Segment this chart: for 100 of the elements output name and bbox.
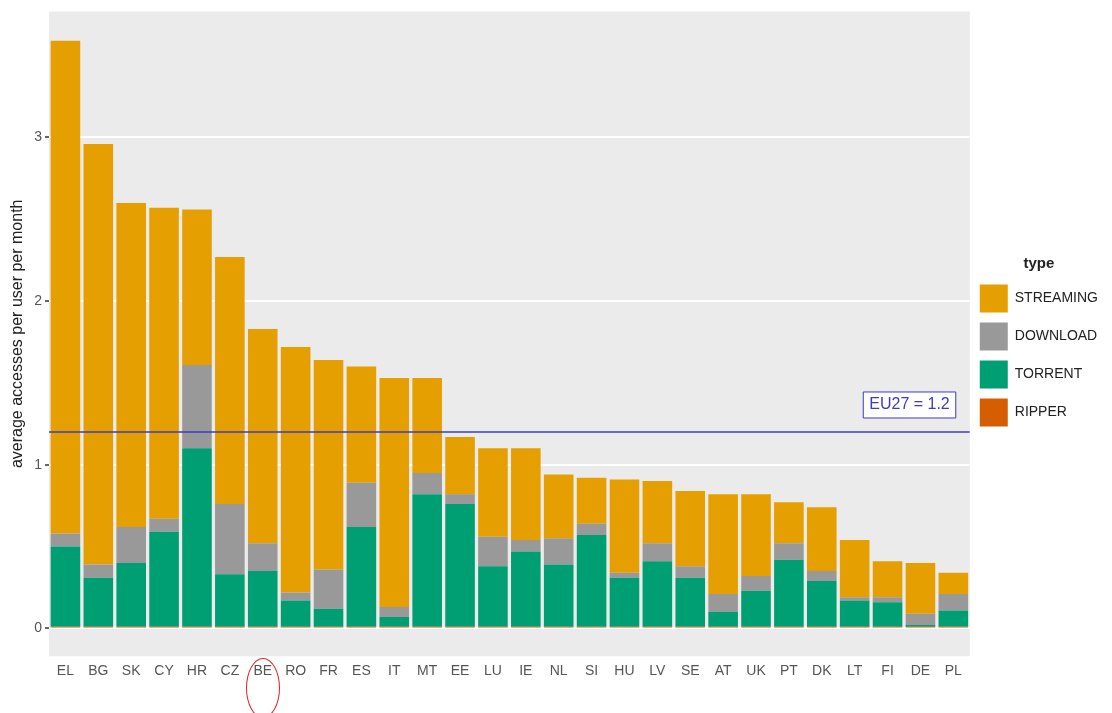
bar (445, 504, 475, 627)
bar (675, 566, 706, 578)
bar (379, 377, 410, 608)
bar (839, 600, 870, 627)
x-tick-label: DK (812, 662, 833, 679)
bar (872, 602, 903, 627)
legend-label: DOWNLOAD (1014, 327, 1098, 344)
bar (872, 597, 903, 603)
x-tick-label: LU (483, 662, 502, 679)
bar (741, 590, 771, 627)
bar (346, 526, 377, 627)
x-tick-label: SK (121, 662, 142, 679)
ref-line-label: EU27 = 1.2 (869, 395, 950, 413)
bar (642, 481, 673, 544)
y-tick-label: 3 (34, 128, 43, 145)
y-tick-label: 0 (34, 619, 43, 636)
bar (675, 490, 706, 567)
bar (313, 608, 344, 627)
bar (445, 494, 475, 504)
bar (247, 571, 278, 627)
bar (511, 448, 541, 541)
bar (774, 559, 804, 627)
bar (412, 377, 442, 473)
x-tick-label: SE (680, 662, 700, 679)
x-tick-label: ES (352, 662, 371, 679)
bar (774, 502, 804, 544)
y-axis-title: average accesses per user per month (8, 199, 26, 469)
bar (478, 536, 508, 567)
bar (149, 531, 179, 627)
bar (280, 346, 311, 593)
x-tick-label: UK (746, 662, 767, 679)
x-tick-label: MT (417, 662, 438, 679)
bar (806, 580, 837, 627)
x-tick-label: IE (519, 662, 533, 679)
bar (642, 561, 673, 627)
bar (379, 616, 410, 627)
x-tick-label: FR (319, 662, 338, 679)
x-tick-label: IT (388, 662, 401, 679)
x-tick-label: BE (253, 662, 273, 679)
x-tick-label: HU (614, 662, 635, 679)
x-tick-label: CZ (220, 662, 240, 679)
bar (83, 143, 114, 565)
bar (116, 202, 146, 527)
bar (839, 540, 870, 598)
x-tick-label: DE (910, 662, 931, 679)
bar (708, 612, 738, 627)
bar (445, 436, 475, 495)
x-tick-label: BG (88, 662, 109, 679)
x-tick-label: PL (944, 662, 963, 679)
bar (609, 479, 640, 573)
legend-label: TORRENT (1014, 365, 1083, 382)
legend-label: STREAMING (1014, 289, 1099, 306)
x-tick-label: CY (154, 662, 175, 679)
bar (149, 207, 179, 519)
bar (543, 474, 574, 539)
bar (313, 359, 344, 570)
bar (576, 535, 607, 627)
y-tick-label: 2 (34, 291, 43, 308)
bar (642, 543, 673, 562)
bar (280, 592, 311, 601)
bar (247, 328, 278, 544)
bar (774, 543, 804, 560)
bar (675, 577, 706, 627)
bar (182, 209, 212, 365)
legend-label: RIPPER (1014, 403, 1067, 420)
bar (478, 566, 508, 627)
bar (346, 366, 377, 483)
bar (576, 477, 607, 524)
bar (741, 494, 771, 577)
x-tick-label: FI (881, 662, 894, 679)
bar (83, 577, 114, 627)
bar (280, 600, 311, 627)
bar (576, 523, 607, 536)
bar (478, 448, 508, 537)
bar (346, 482, 377, 527)
bar (149, 518, 179, 532)
bar (83, 564, 114, 578)
bar (116, 526, 146, 563)
bar (806, 571, 837, 581)
legend-title: type (1023, 254, 1055, 272)
bar (116, 562, 146, 627)
bar (215, 504, 245, 575)
x-tick-label: EE (450, 662, 470, 679)
bar (313, 569, 344, 609)
bar (905, 562, 936, 614)
bar (215, 256, 245, 504)
x-tick-label: NL (549, 662, 568, 679)
bar (543, 538, 574, 565)
bar (247, 543, 278, 572)
x-tick-label: LV (649, 662, 667, 679)
bar (938, 610, 969, 627)
x-tick-label: PT (779, 662, 799, 679)
bar (412, 494, 442, 627)
bar (872, 561, 903, 598)
bar (50, 533, 81, 547)
bar (741, 576, 771, 591)
bar (182, 364, 212, 449)
bar (50, 546, 81, 627)
bar (938, 572, 969, 595)
x-tick-label: LT (847, 662, 863, 679)
